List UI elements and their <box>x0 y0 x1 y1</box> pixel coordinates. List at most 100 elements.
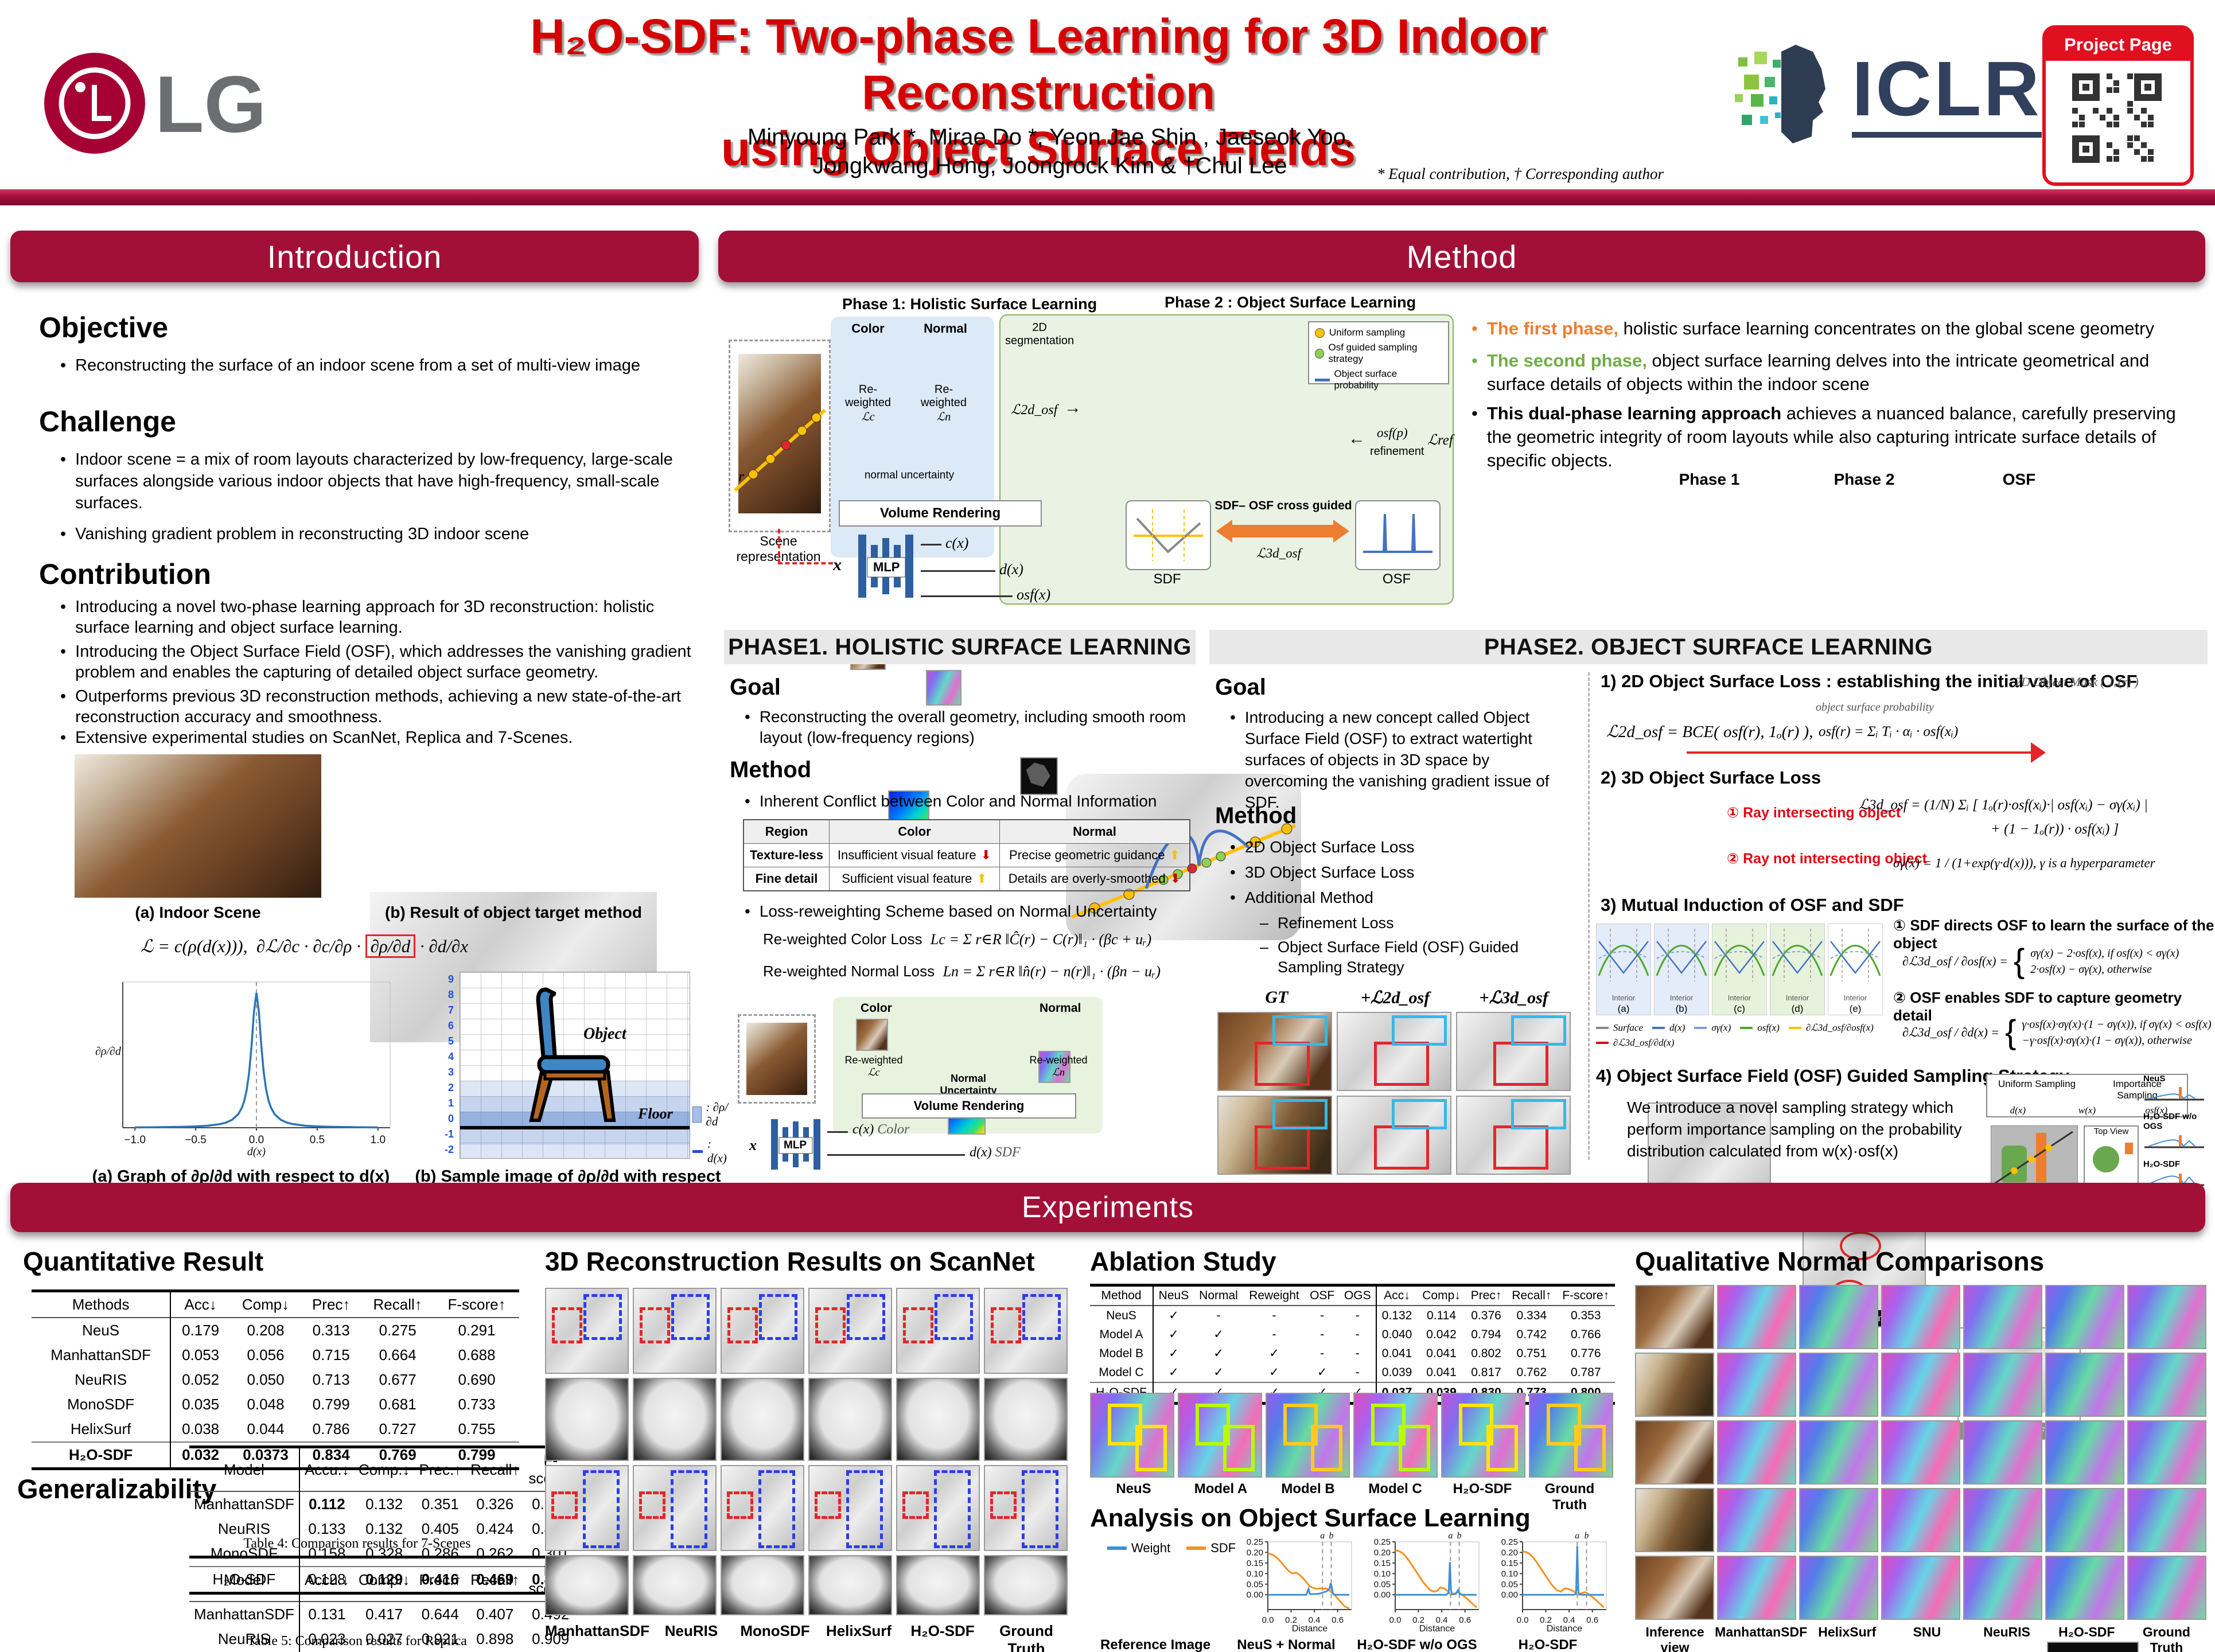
column-header: Comp.↓ <box>358 1460 410 1478</box>
svg-text:0.4: 0.4 <box>1309 1615 1321 1625</box>
svg-text:1.0: 1.0 <box>371 1134 386 1146</box>
s4-text: We introduce a novel sampling strategy w… <box>1627 1098 1962 1160</box>
scannet-labels: ManhattanSDF NeuRIS MonoSDF HelixSurf H₂O-SD… <box>545 1622 1068 1652</box>
p1d-color-thumb <box>856 1019 888 1051</box>
p1d-x: x <box>749 1137 757 1154</box>
qual-row2 <box>1635 1353 2206 1417</box>
phase1-header: PHASE1. HOLISTIC SURFACE LEARNING <box>724 630 1196 664</box>
osf-box-label: OSF <box>1382 571 1411 587</box>
up-arrow-icon: ⬆ <box>976 871 987 886</box>
image-cell <box>1337 1012 1451 1091</box>
image-cell <box>545 1465 629 1551</box>
s4-legend-row2: d(x) w(x) osf(x) <box>1993 1105 2181 1116</box>
caption-label: -1 <box>444 1128 454 1140</box>
project-page-label: Project Page <box>2046 29 2190 61</box>
svg-text:0.6: 0.6 <box>1332 1615 1344 1625</box>
chair-icon <box>529 987 616 1122</box>
image-cell <box>721 1378 804 1461</box>
chair-grid: Object Floor <box>460 972 690 1159</box>
column-header: Region <box>743 819 830 844</box>
svg-text:0.2: 0.2 <box>1285 1615 1297 1625</box>
normal-thumb <box>926 670 961 706</box>
svg-text:0.5: 0.5 <box>310 1134 325 1146</box>
caption-label: HelixSurf <box>826 1622 892 1639</box>
image-cell <box>984 1288 1068 1374</box>
volume-rendering-box: Volume Rendering <box>839 500 1042 527</box>
svg-text:0.25: 0.25 <box>1247 1537 1263 1547</box>
caption-label: Ground Truth <box>2142 1624 2190 1652</box>
s2-ray1: ① Ray intersecting object <box>1727 805 1901 821</box>
indoor-scene-image <box>75 754 321 898</box>
caption-label: 1 <box>447 1097 454 1109</box>
caption-label: 5 <box>447 1035 454 1047</box>
image-cell <box>1456 1012 1571 1091</box>
s3-point2: ② OSF enables SDF to capture geometry de… <box>1893 989 2182 1024</box>
caption-label: GT <box>1265 988 1288 1007</box>
contribution-heading: Contribution <box>39 558 211 590</box>
phase2-divider <box>1588 672 1590 1160</box>
phase-fig-title-2: Phase 2 <box>1833 470 1895 488</box>
table-row: NeuRIS 0.023 0.027 0.921 0.898 0.909 <box>189 1627 577 1651</box>
image-cell <box>2127 1420 2206 1485</box>
image-cell <box>721 1288 804 1374</box>
project-page-qr[interactable]: Project Page <box>2042 25 2194 186</box>
p1d-dx: d(x) SDF <box>970 1145 1021 1160</box>
qual-row3 <box>1635 1420 2206 1485</box>
s1-note: object surface probability <box>1816 701 1934 714</box>
sdf-curve-box <box>1126 500 1211 570</box>
image-cell <box>1178 1393 1262 1478</box>
segmentation-thumb <box>1020 757 1058 795</box>
poster-title: H₂O-SDF: Two-phase Learning for 3D Indoo… <box>356 8 1721 177</box>
image-cell <box>984 1378 1068 1461</box>
analysis-plot-woogs: 0.00 0.05 0.10 0.15 0.20 0.25 0.0 0.2 0.4 0.6 a b Di… <box>1365 1527 1485 1636</box>
image-cell <box>1799 1285 1878 1349</box>
ablation-table: Method NeuS Normal Reweight OSF OGS Acc↓ Comp↓ P… <box>1090 1284 1615 1405</box>
svg-text:0.15: 0.15 <box>1247 1559 1263 1568</box>
image-cell <box>1881 1556 1960 1620</box>
ablation-normals-row <box>1090 1393 1613 1478</box>
grid-row-numbers: 9 8 7 6 5 4 3 2 1 0 -1 -2 <box>433 972 457 1158</box>
s4-topview: Top View <box>2084 1125 2139 1189</box>
floor-label: Floor <box>638 1105 673 1122</box>
cx-label: c(x) <box>945 535 969 551</box>
image-cell <box>1441 1393 1525 1478</box>
scannet-row4 <box>545 1555 1068 1615</box>
caption-label: Reference Image <box>1100 1637 1211 1652</box>
image-cell <box>1799 1488 1878 1552</box>
challenge-bullet-2: • Vanishing gradient problem in reconstru… <box>60 525 530 543</box>
caption-label: 3 <box>447 1066 454 1078</box>
svg-text:0.05: 0.05 <box>1374 1580 1391 1589</box>
caption-label: w(x) <box>2078 1105 2096 1116</box>
svg-text:0.0: 0.0 <box>1389 1615 1402 1625</box>
column-header: Normal <box>1199 1289 1238 1302</box>
svg-text:b: b <box>1585 1531 1589 1541</box>
image-cell <box>1717 1488 1796 1552</box>
image-cell <box>1963 1285 2042 1349</box>
p1d-mlp-icon <box>771 1119 820 1170</box>
authors-line1: Minyoung Park *, Mirae Do *, Yeon Jae Sh… <box>747 124 1352 150</box>
quantitative-table: Methods Acc↓ Comp↓ Prec↑ Recall↑ F-score↑ NeuS… <box>32 1289 519 1470</box>
object-target-caption: (b) Result of object target method <box>385 903 642 921</box>
x-connector <box>778 529 783 563</box>
s3-title: 3) Mutual Induction of OSF and SDF <box>1601 895 1904 915</box>
caption-label: 4 <box>447 1051 454 1062</box>
image-cell <box>2127 1353 2206 1417</box>
image-cell <box>1635 1285 1714 1349</box>
down-arrow-icon: ⬇ <box>980 848 992 862</box>
phase2-method-heading: Method <box>1215 803 1297 828</box>
s4-legend-box: Uniform Sampling Importance Sampling d(x)… <box>1986 1074 2188 1117</box>
svg-text:Distance: Distance <box>1292 1624 1328 1634</box>
s3-eq1: ∂ℒ3d_osf / ∂osf(x) = { σγ(x) − 2·osf(x),… <box>1902 942 2179 980</box>
column-header: Model <box>189 1557 300 1602</box>
svg-text:a: a <box>1448 1531 1453 1541</box>
svg-text:b: b <box>1329 1531 1334 1541</box>
objective-bullet: • Reconstructing the surface of an indoor… <box>60 356 641 375</box>
caption-label: Ground Truth <box>999 1622 1053 1652</box>
image-cell <box>2045 1556 2124 1620</box>
phase2-sub1: – Refinement Loss <box>1260 914 1394 932</box>
legend-item: Surface <box>1596 1022 1643 1034</box>
analysis-plot-neus: 0.00 0.05 0.10 0.15 0.20 0.25 0.0 0.2 0.4 0.6 a b Di… <box>1238 1527 1357 1636</box>
s4-scene <box>1991 1125 2078 1187</box>
svg-text:Distance: Distance <box>1547 1624 1582 1634</box>
image-cell <box>896 1288 980 1374</box>
